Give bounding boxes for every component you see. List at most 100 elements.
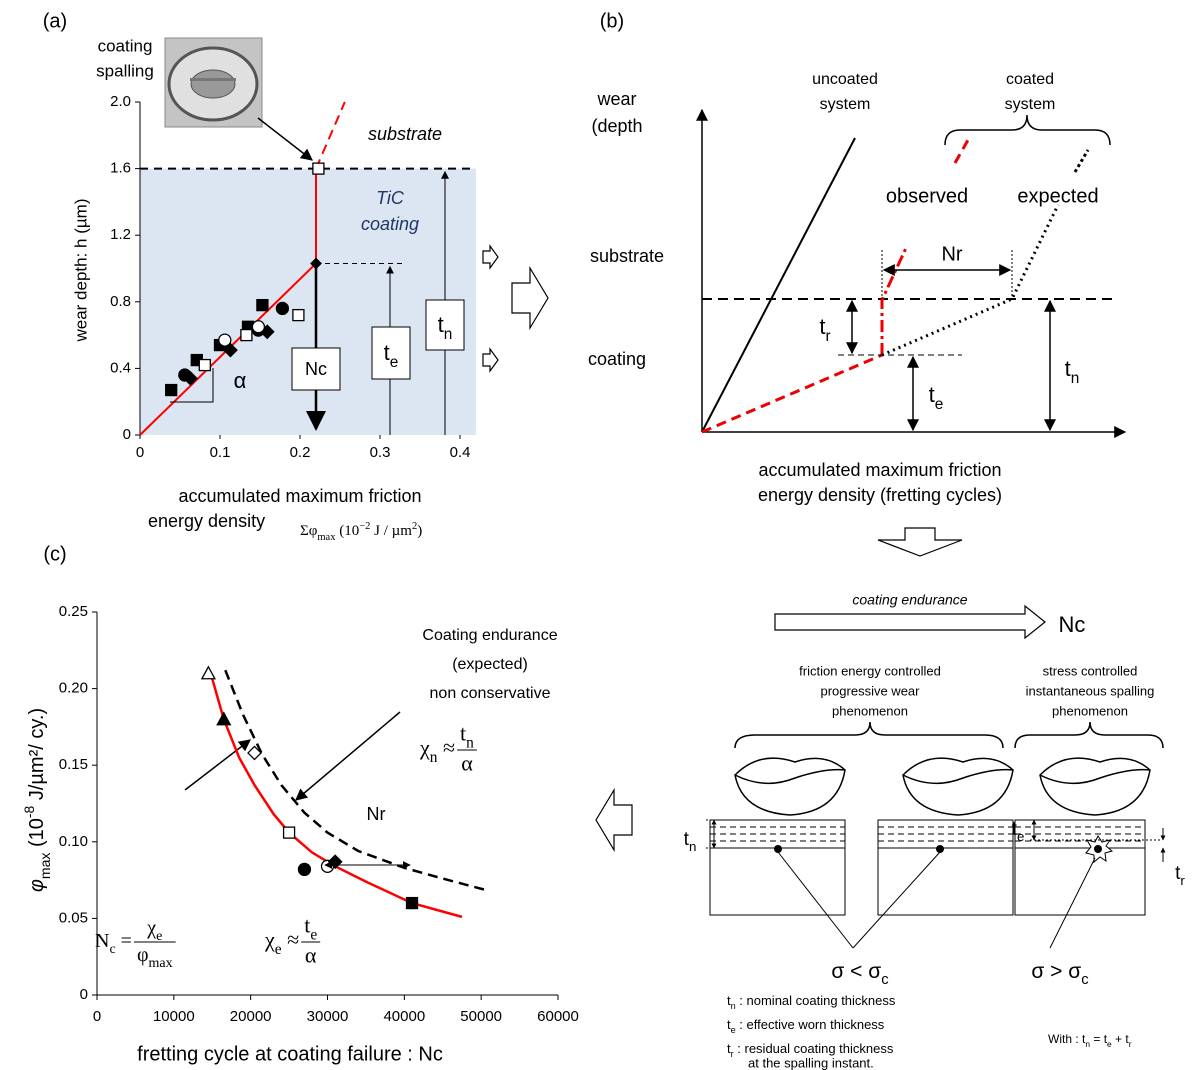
- y-tick-label: 0.8: [110, 293, 131, 310]
- annotation: n: [731, 1001, 736, 1011]
- y-tick-label: 0.20: [59, 680, 88, 697]
- annotation: phenomenon: [1052, 703, 1128, 718]
- data-point: [200, 665, 216, 680]
- data-point: [240, 328, 253, 342]
- annotation: J/µm²/ cy.): [26, 708, 48, 806]
- annotation: σ < σc: [831, 960, 888, 988]
- annotation: (10: [26, 818, 48, 852]
- annotation: (expected): [452, 656, 528, 673]
- annotation: max: [317, 532, 336, 543]
- formula: max: [149, 956, 173, 971]
- annotation: coating: [361, 214, 419, 234]
- formula: Nc =: [95, 930, 132, 957]
- annotation: te : effective worn thickness: [727, 1017, 885, 1035]
- x-tick-label: 60000: [537, 1008, 579, 1025]
- slope-triangle: [170, 368, 214, 403]
- annotation: progressive wear: [821, 683, 921, 698]
- x-tick-label: 0.2: [290, 444, 311, 461]
- annotation: tr: [819, 314, 830, 345]
- annotation: e: [1107, 1039, 1112, 1049]
- annotation: α: [234, 368, 247, 393]
- annotation: e: [935, 396, 944, 413]
- annotation: : effective worn thickness: [736, 1017, 885, 1032]
- data-point: [218, 333, 232, 347]
- annotation: : residual coating thickness: [734, 1041, 894, 1056]
- y-tick-label: 0.4: [110, 359, 131, 376]
- formula: e: [275, 941, 282, 958]
- x-tick-label: 0.1: [210, 444, 231, 461]
- y-tick-label: 1.6: [110, 160, 131, 177]
- annotation: Nr: [367, 804, 386, 824]
- annotation: spalling: [96, 61, 154, 80]
- annotation: system: [1005, 96, 1056, 113]
- annotation: Nr: [941, 243, 962, 265]
- label-box: [371, 326, 411, 380]
- annotation: t: [727, 993, 731, 1008]
- annotation: With : t: [1048, 1032, 1086, 1046]
- data-point: [405, 896, 419, 910]
- annotation: 2: [412, 521, 417, 532]
- annotation: φ: [26, 879, 48, 892]
- annotation: accumulated maximum friction: [758, 460, 1001, 480]
- data-point: [282, 826, 296, 839]
- annotation: Coating endurance: [422, 627, 557, 644]
- annotation: (depth: [591, 116, 642, 136]
- schematic-d: [706, 604, 1166, 949]
- annotation: σ < σ: [831, 960, 881, 983]
- data-point: [198, 358, 211, 372]
- annotation: expected: [1017, 185, 1098, 207]
- annotation: coated: [1006, 71, 1054, 88]
- schematic-b: [482, 108, 1127, 438]
- annotation: friction energy controlled: [799, 663, 941, 678]
- annotation: t: [384, 340, 390, 365]
- x-tick-label: 40000: [383, 1008, 425, 1025]
- annotation: energy density: [148, 511, 265, 531]
- annotation: te: [1012, 819, 1025, 844]
- annotation: energy density (fretting cycles): [758, 485, 1002, 505]
- data-point: [297, 862, 312, 877]
- data-point: [310, 257, 322, 270]
- annotation: non conservative: [430, 685, 551, 702]
- annotation: observed: [886, 185, 968, 207]
- annotation: n: [689, 839, 696, 854]
- annotation: With : tn = te + tr: [1048, 1032, 1132, 1049]
- annotation: r: [1180, 873, 1185, 888]
- annotation: t: [1012, 819, 1018, 840]
- annotation: e: [731, 1025, 736, 1035]
- annotation: t: [438, 312, 444, 337]
- formula: n: [430, 749, 438, 766]
- formula: φmax: [137, 944, 173, 971]
- coating-region: [140, 168, 476, 435]
- annotation: J / µm: [370, 523, 412, 539]
- annotation: t: [727, 1017, 731, 1032]
- annotation: substrate: [368, 124, 442, 144]
- annotation: coating endurance: [852, 592, 967, 608]
- annotation: φmax (10-8 J/µm²/ cy.): [21, 708, 53, 892]
- annotation: Σφmax (10−2 J / µm2): [300, 521, 422, 543]
- y-tick-label: 0.15: [59, 756, 88, 773]
- annotation: n: [444, 326, 453, 343]
- wear-scar-photo: [164, 37, 263, 128]
- annotation: t: [819, 314, 825, 339]
- formula: α: [305, 942, 317, 967]
- annotation: t: [929, 382, 935, 407]
- data-point: [251, 320, 266, 334]
- annotation: t: [1065, 356, 1071, 381]
- annotation: n: [1085, 1039, 1090, 1049]
- annotation: te: [384, 340, 399, 371]
- annotation: -8: [21, 805, 37, 818]
- formula: c: [109, 942, 115, 957]
- annotation: (c): [43, 543, 66, 565]
- annotation: σ > σ: [1031, 960, 1081, 983]
- annotation: tn: [1065, 356, 1080, 387]
- formula: e: [310, 927, 317, 944]
- formula: n: [466, 735, 474, 752]
- data-point: [275, 301, 290, 316]
- data-point: [216, 711, 232, 726]
- x-tick-label: 20000: [230, 1008, 272, 1025]
- x-tick-label: 0: [136, 444, 144, 461]
- x-tick-label: 0.3: [370, 444, 391, 461]
- annotation: instantaneous spalling: [1026, 683, 1155, 698]
- y-tick-label: 0: [80, 986, 88, 1003]
- annotation: tn: [684, 829, 697, 854]
